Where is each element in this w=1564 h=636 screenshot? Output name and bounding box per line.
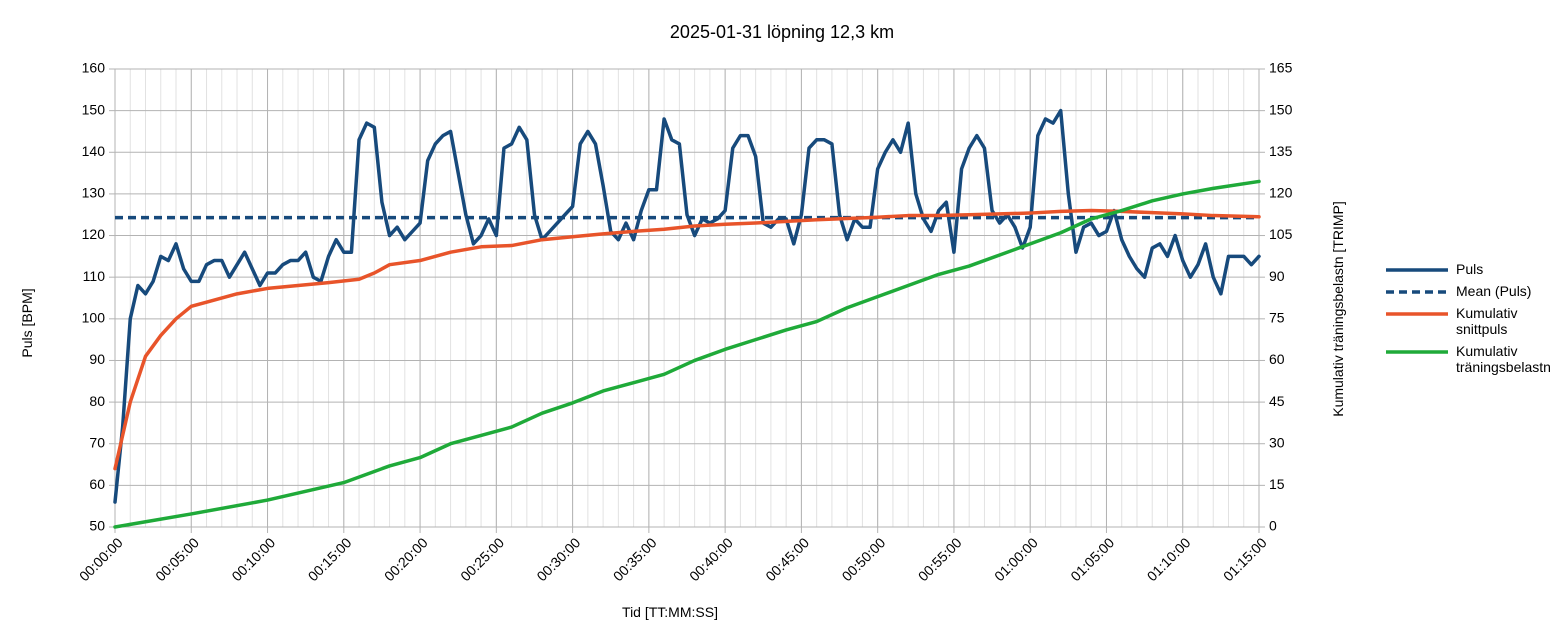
legend-swatch bbox=[1386, 350, 1448, 354]
x-tick-label: 00:15:00 bbox=[305, 534, 355, 584]
x-tick-label: 00:05:00 bbox=[152, 534, 202, 584]
y-tick-label: 130 bbox=[82, 185, 106, 201]
legend-entry: Kumulativ snittpuls bbox=[1384, 305, 1564, 337]
x-tick-label: 00:10:00 bbox=[228, 534, 278, 584]
y2-tick-label: 15 bbox=[1269, 476, 1285, 492]
y2-tick-label: 0 bbox=[1269, 518, 1277, 534]
x-tick-label: 00:25:00 bbox=[457, 534, 507, 584]
x-tick-label: 01:00:00 bbox=[991, 534, 1041, 584]
y2-axis-label: Kumulativ träningsbelastn [TRIMP] bbox=[1330, 201, 1346, 417]
x-tick-label: 00:45:00 bbox=[762, 534, 812, 584]
y-tick-label: 80 bbox=[89, 393, 105, 409]
series-line bbox=[113, 208, 1261, 471]
y2-tick-label: 105 bbox=[1269, 226, 1293, 242]
y2-tick-label: 45 bbox=[1269, 393, 1285, 409]
y-tick-label: 70 bbox=[89, 434, 105, 450]
y2-tick-label: 75 bbox=[1269, 310, 1285, 326]
legend-label: Kumulativ snittpuls bbox=[1456, 305, 1518, 337]
y2-tick-label: 120 bbox=[1269, 185, 1293, 201]
series-line bbox=[113, 108, 1261, 504]
x-tick-label: 01:15:00 bbox=[1220, 534, 1270, 584]
y-axis-label: Puls [BPM] bbox=[19, 288, 35, 357]
y-tick-label: 160 bbox=[82, 60, 106, 76]
legend-label: Kumulativ träningsbelastn bbox=[1456, 343, 1551, 375]
y2-tick-label: 60 bbox=[1269, 351, 1285, 367]
x-tick-label: 01:05:00 bbox=[1067, 534, 1117, 584]
legend-label: Mean (Puls) bbox=[1456, 283, 1532, 299]
legend-entry: Mean (Puls) bbox=[1384, 283, 1564, 299]
legend-swatch bbox=[1386, 290, 1448, 294]
x-tick-label: 00:55:00 bbox=[915, 534, 965, 584]
legend: Puls Mean (Puls) Kumulativ snittpuls Kumula… bbox=[1384, 261, 1564, 381]
y-tick-label: 110 bbox=[83, 268, 106, 284]
y2-tick-label: 30 bbox=[1269, 434, 1285, 450]
y-tick-label: 150 bbox=[82, 101, 106, 117]
legend-label: Puls bbox=[1456, 261, 1484, 277]
y-tick-label: 50 bbox=[89, 518, 105, 534]
x-tick-label: 01:10:00 bbox=[1144, 534, 1194, 584]
y-tick-label: 60 bbox=[89, 476, 105, 492]
plot-frame bbox=[114, 68, 1260, 528]
x-axis-label: Tid [TT:MM:SS] bbox=[622, 604, 718, 620]
y2-tick-label: 165 bbox=[1269, 60, 1293, 76]
y-tick-label: 140 bbox=[82, 143, 106, 159]
legend-entry: Puls bbox=[1384, 261, 1564, 277]
x-tick-label: 00:00:00 bbox=[76, 534, 126, 584]
legend-entry: Kumulativ träningsbelastn bbox=[1384, 343, 1564, 375]
x-tick-label: 00:40:00 bbox=[686, 534, 736, 584]
series-line bbox=[113, 179, 1261, 529]
legend-swatch bbox=[1386, 268, 1448, 272]
chart-title: 2025-01-31 löpning 12,3 km bbox=[670, 22, 894, 42]
y2-tick-label: 150 bbox=[1269, 101, 1293, 117]
y-tick-label: 120 bbox=[82, 226, 106, 242]
x-tick-label: 00:30:00 bbox=[533, 534, 583, 584]
y2-tick-label: 135 bbox=[1269, 143, 1293, 159]
x-tick-label: 00:20:00 bbox=[381, 534, 431, 584]
x-tick-label: 00:35:00 bbox=[610, 534, 660, 584]
x-tick-label: 00:50:00 bbox=[839, 534, 889, 584]
y-tick-label: 100 bbox=[82, 310, 106, 326]
legend-swatch bbox=[1386, 312, 1448, 316]
y2-tick-label: 90 bbox=[1269, 268, 1285, 284]
y-tick-label: 90 bbox=[89, 351, 105, 367]
